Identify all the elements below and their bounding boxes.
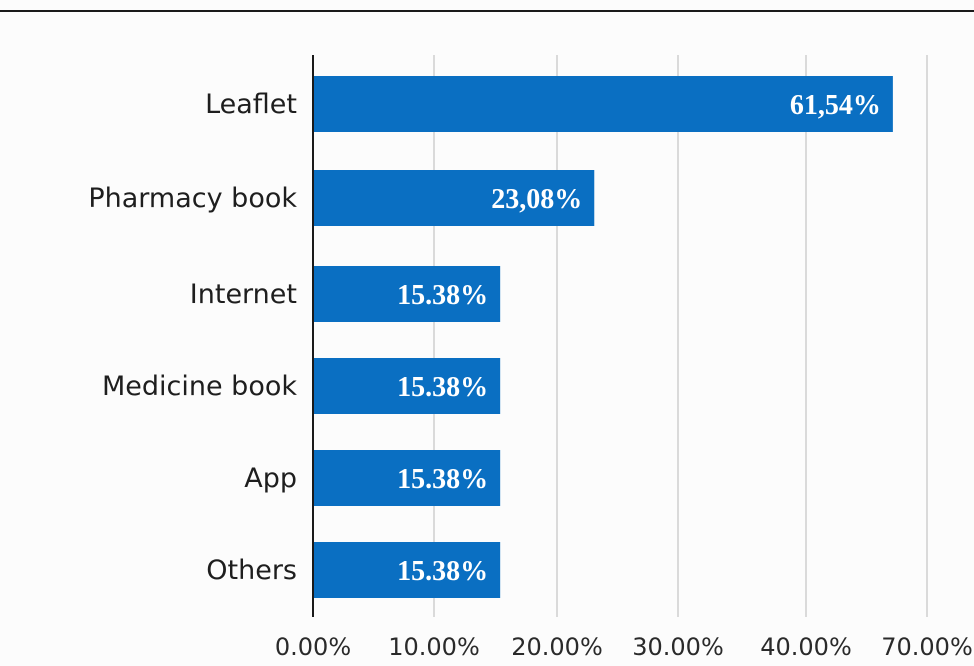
bar-value-label: 15.38%	[397, 372, 488, 403]
x-tick-label: 10.00%	[388, 633, 480, 661]
category-label: App	[244, 463, 297, 494]
bar-value-label: 15.38%	[397, 556, 488, 587]
bar	[314, 266, 501, 322]
bar	[314, 170, 595, 226]
bar-value-label: 23,08%	[491, 184, 582, 215]
bar-value-label: 61,54%	[790, 90, 881, 121]
category-label-layer: Leaflet Pharmacy book Internet Medicine boo…	[88, 89, 297, 586]
x-tick-label: 40.00%	[760, 633, 852, 661]
category-label: Others	[206, 555, 297, 586]
bar-value-label: 15.38%	[397, 280, 488, 311]
bar	[314, 358, 501, 414]
bar-value-label: 15.38%	[397, 464, 488, 495]
bar	[314, 450, 501, 506]
bar	[314, 542, 501, 598]
category-label: Medicine book	[102, 371, 297, 402]
bar	[314, 76, 893, 132]
category-label: Leaflet	[205, 89, 297, 120]
x-tick-label: 30.00%	[632, 633, 724, 661]
bar-layer: 61,54% 23,08% 15.38% 15.38% 15.38% 15.38%	[314, 76, 893, 598]
category-label: Pharmacy book	[88, 183, 297, 214]
grid-layer	[433, 55, 928, 617]
x-tick-label: 70.00%	[881, 633, 973, 661]
top-rule	[0, 10, 974, 12]
category-label: Internet	[190, 279, 297, 310]
tick-label-layer: 0.00% 10.00% 20.00% 30.00% 40.00% 70.00%	[275, 633, 973, 661]
x-tick-label: 0.00%	[275, 633, 351, 661]
x-tick-label: 20.00%	[511, 633, 603, 661]
